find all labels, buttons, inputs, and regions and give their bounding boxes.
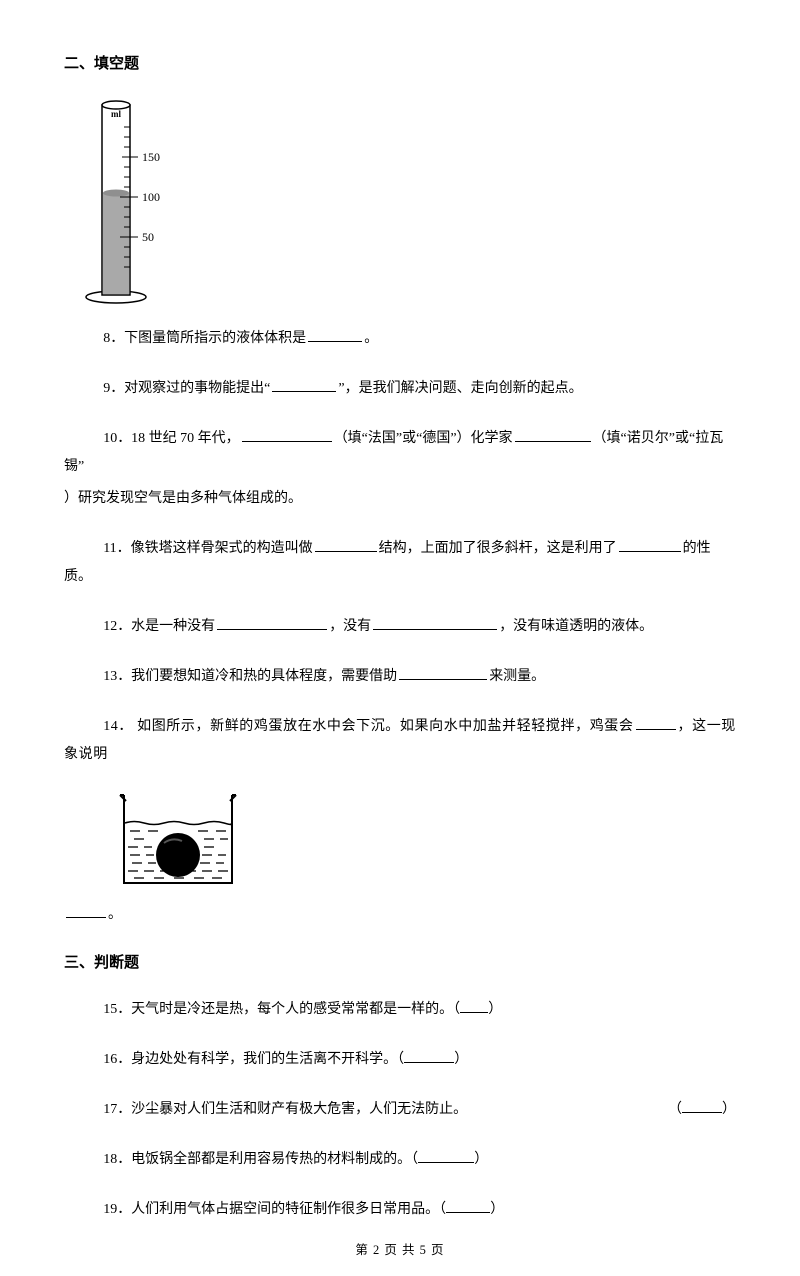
q18-num: 18: [103, 1152, 117, 1167]
q10-t1: ．18 世纪 70 年代，: [117, 431, 240, 446]
question-17: 17．沙尘暴对人们生活和财产有极大危害，人们无法防止。 （）: [64, 1096, 736, 1124]
q17-text: ．沙尘暴对人们生活和财产有极大危害，人们无法防止。: [117, 1102, 467, 1117]
question-10-line1: 10．18 世纪 70 年代，（填“法国”或“德国”）化学家（填“诺贝尔”或“拉…: [64, 425, 736, 481]
question-14-line1: 14． 如图所示，新鲜的鸡蛋放在水中会下沉。如果向水中加盐并轻轻搅拌，鸡蛋会，这…: [64, 713, 736, 769]
q12-t2: ，没有: [329, 619, 371, 634]
q19-blank[interactable]: [446, 1198, 490, 1213]
q10-t2: （填“法国”或“德国”）化学家: [334, 431, 513, 446]
question-10-line2: ）研究发现空气是由多种气体组成的。: [64, 485, 736, 513]
svg-text:100: 100: [142, 190, 160, 204]
q10-blank1[interactable]: [242, 427, 332, 442]
page-footer: 第 2 页 共 5 页: [0, 1239, 800, 1258]
q12-num: 12: [103, 619, 117, 634]
q13-t2: 来测量。: [489, 669, 545, 684]
q14-blank1[interactable]: [636, 715, 676, 730]
q15-blank[interactable]: [460, 998, 488, 1013]
q17-num: 17: [103, 1102, 117, 1117]
q10-num: 10: [103, 431, 117, 446]
q8-t2: 。: [364, 331, 378, 346]
question-8: 8．下图量筒所指示的液体体积是。: [64, 325, 736, 353]
q13-blank[interactable]: [399, 665, 487, 680]
q11-blank2[interactable]: [619, 537, 681, 552]
q14-tail: 。: [108, 907, 122, 922]
q9-t1: ．对观察过的事物能提出“: [110, 381, 270, 396]
q14-num: 14: [103, 719, 118, 734]
section-3-title: 三、判断题: [64, 951, 736, 972]
beaker-svg: [104, 783, 254, 893]
q11-blank1[interactable]: [315, 537, 377, 552]
q15-num: 15: [103, 1002, 117, 1017]
q16-close: ）: [454, 1052, 468, 1067]
q10-tail: ）研究发现空气是由多种气体组成的。: [64, 491, 302, 506]
q16-num: 16: [103, 1052, 117, 1067]
svg-text:150: 150: [142, 150, 160, 164]
q16-text: ．身边处处有科学，我们的生活离不开科学。（: [117, 1052, 404, 1067]
question-12: 12．水是一种没有 ，没有 ，没有味道透明的液体。: [64, 613, 736, 641]
q18-close: ）: [474, 1152, 488, 1167]
q13-t1: ．我们要想知道冷和热的具体程度，需要借助: [117, 669, 397, 684]
q11-t2: 结构，上面加了很多斜杆，这是利用了: [379, 541, 617, 556]
q14-t1: ． 如图所示，新鲜的鸡蛋放在水中会下沉。如果向水中加盐并轻轻搅拌，鸡蛋会: [118, 719, 633, 734]
q8-t1: ．下图量筒所指示的液体体积是: [110, 331, 306, 346]
page: 二、填空题 ml: [0, 0, 800, 1276]
question-15: 15．天气时是冷还是热，每个人的感受常常都是一样的。（ ）: [64, 996, 736, 1024]
question-11: 11．像铁塔这样骨架式的构造叫做结构，上面加了很多斜杆，这是利用了的性质。: [64, 535, 736, 591]
q14-blank2[interactable]: [66, 903, 106, 918]
question-14-line2: 。: [64, 901, 736, 929]
q19-text: ．人们利用气体占据空间的特征制作很多日常用品。（: [117, 1202, 446, 1217]
q12-t3: ，没有味道透明的液体。: [499, 619, 653, 634]
q13-num: 13: [103, 669, 117, 684]
q17-close: ）: [722, 1102, 736, 1117]
svg-text:ml: ml: [111, 109, 121, 119]
q9-t2: ”，是我们解决问题、走向创新的起点。: [338, 381, 582, 396]
q19-close: ）: [490, 1202, 504, 1217]
q12-blank1[interactable]: [217, 615, 327, 630]
question-19: 19．人们利用气体占据空间的特征制作很多日常用品。（ ）: [64, 1196, 736, 1224]
q12-blank2[interactable]: [373, 615, 497, 630]
q11-t1: ．像铁塔这样骨架式的构造叫做: [117, 541, 313, 556]
section-2-title: 二、填空题: [64, 52, 736, 73]
q18-blank[interactable]: [418, 1148, 474, 1163]
beaker-figure: [104, 783, 736, 893]
q16-blank[interactable]: [404, 1048, 454, 1063]
question-18: 18．电饭锅全部都是利用容易传热的材料制成的。（ ）: [64, 1146, 736, 1174]
question-16: 16．身边处处有科学，我们的生活离不开科学。（ ）: [64, 1046, 736, 1074]
q8-blank[interactable]: [308, 327, 362, 342]
q15-text: ．天气时是冷还是热，每个人的感受常常都是一样的。（: [117, 1002, 460, 1017]
question-13: 13．我们要想知道冷和热的具体程度，需要借助 来测量。: [64, 663, 736, 691]
q12-t1: ．水是一种没有: [117, 619, 215, 634]
question-9: 9．对观察过的事物能提出“”，是我们解决问题、走向创新的起点。: [64, 375, 736, 403]
q17-paren-group: （）: [629, 1096, 736, 1124]
q18-text: ．电饭锅全部都是利用容易传热的材料制成的。（: [117, 1152, 418, 1167]
q10-blank2[interactable]: [515, 427, 591, 442]
q17-blank[interactable]: [682, 1098, 722, 1113]
q9-blank[interactable]: [272, 377, 336, 392]
cylinder-figure: ml 150 100: [64, 97, 736, 307]
svg-text:50: 50: [142, 230, 154, 244]
q11-num: 11: [103, 541, 116, 556]
cylinder-svg: ml 150 100: [64, 97, 174, 307]
q15-close: ）: [488, 1002, 502, 1017]
q19-num: 19: [103, 1202, 117, 1217]
